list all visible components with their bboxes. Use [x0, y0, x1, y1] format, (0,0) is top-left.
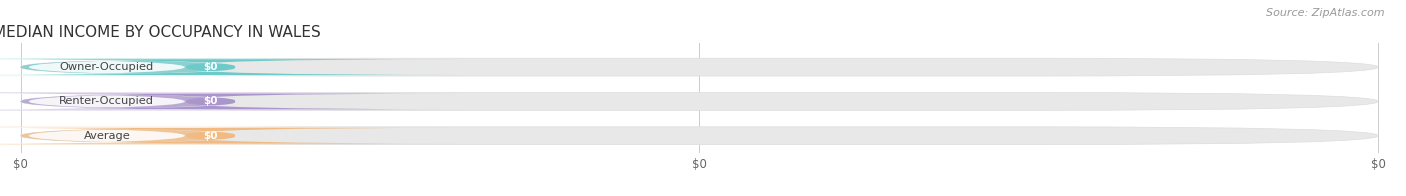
FancyBboxPatch shape [21, 58, 1378, 76]
Text: $0: $0 [204, 131, 218, 141]
FancyBboxPatch shape [0, 93, 374, 110]
FancyBboxPatch shape [21, 93, 1378, 110]
FancyBboxPatch shape [0, 58, 374, 76]
Text: MEDIAN INCOME BY OCCUPANCY IN WALES: MEDIAN INCOME BY OCCUPANCY IN WALES [0, 25, 321, 40]
Text: Average: Average [83, 131, 131, 141]
Text: $0: $0 [204, 96, 218, 106]
Text: Renter-Occupied: Renter-Occupied [59, 96, 155, 106]
FancyBboxPatch shape [0, 58, 374, 76]
FancyBboxPatch shape [0, 127, 374, 145]
FancyBboxPatch shape [0, 93, 374, 110]
FancyBboxPatch shape [21, 127, 1378, 145]
Text: Source: ZipAtlas.com: Source: ZipAtlas.com [1267, 8, 1385, 18]
Text: $0: $0 [204, 62, 218, 72]
FancyBboxPatch shape [0, 127, 374, 144]
FancyBboxPatch shape [0, 128, 467, 144]
FancyBboxPatch shape [0, 93, 467, 109]
FancyBboxPatch shape [0, 59, 467, 75]
Text: Owner-Occupied: Owner-Occupied [59, 62, 153, 72]
